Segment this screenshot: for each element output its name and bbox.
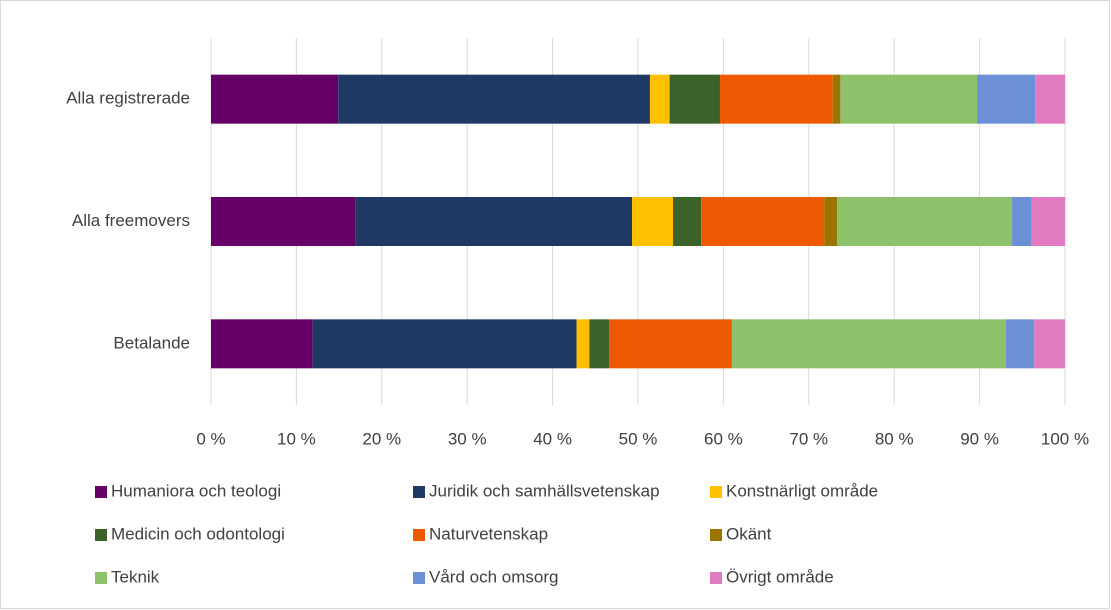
- bar-segment: [669, 74, 720, 124]
- x-tick-label: 20 %: [362, 429, 401, 448]
- x-tick-label: 0 %: [196, 429, 225, 448]
- legend-label: Humaniora och teologi: [111, 481, 281, 500]
- bar-segment: [832, 74, 841, 124]
- bar-segment: [608, 319, 732, 369]
- bar-segment: [731, 319, 1007, 369]
- legend-label: Juridik och samhällsvetenskap: [429, 481, 660, 500]
- y-tick-label: Alla freemovers: [72, 211, 190, 230]
- bar-segment: [1035, 74, 1065, 124]
- legend-swatch: [413, 572, 425, 584]
- bar-segment: [338, 74, 650, 124]
- legend-swatch: [413, 486, 425, 498]
- x-tick-label: 90 %: [960, 429, 999, 448]
- bar-segment: [701, 197, 825, 246]
- x-tick-label: 30 %: [448, 429, 487, 448]
- x-tick-label: 70 %: [789, 429, 828, 448]
- bar-segment: [719, 74, 833, 124]
- bar-segment: [977, 74, 1036, 124]
- legend-swatch: [710, 529, 722, 541]
- bar-segment: [1031, 197, 1065, 246]
- bar-segment: [312, 319, 577, 369]
- legend-label: Konstnärligt område: [726, 481, 878, 500]
- bar-segment: [1034, 319, 1065, 369]
- x-tick-label: 10 %: [277, 429, 316, 448]
- legend-label: Naturvetenskap: [429, 524, 548, 543]
- y-tick-label: Alla registrerade: [66, 89, 190, 108]
- legend-swatch: [95, 572, 107, 584]
- bar-segment: [632, 197, 674, 246]
- bar-segment: [211, 74, 339, 124]
- bar-segment: [355, 197, 633, 246]
- legend-label: Medicin och odontologi: [111, 524, 285, 543]
- bar-segment: [211, 319, 313, 369]
- legend-swatch: [710, 486, 722, 498]
- x-tick-label: 100 %: [1041, 429, 1089, 448]
- legend-swatch: [95, 486, 107, 498]
- bar-segment: [649, 74, 670, 124]
- legend-swatch: [710, 572, 722, 584]
- legend-label: Övrigt område: [726, 567, 834, 586]
- bar-segment: [211, 197, 356, 246]
- bar-segment: [824, 197, 837, 246]
- legend-label: Okänt: [726, 524, 772, 543]
- x-tick-label: 50 %: [619, 429, 658, 448]
- bar-segment: [840, 74, 978, 124]
- x-tick-label: 80 %: [875, 429, 914, 448]
- bar-segment: [1006, 319, 1035, 369]
- bar-segment: [1012, 197, 1032, 246]
- bar-segment: [589, 319, 609, 369]
- legend-label: Teknik: [111, 567, 160, 586]
- bar-segment: [673, 197, 702, 246]
- legend-swatch: [95, 529, 107, 541]
- bar-segment: [576, 319, 590, 369]
- y-tick-label: Betalande: [113, 333, 190, 352]
- x-tick-label: 40 %: [533, 429, 572, 448]
- bar-segment: [836, 197, 1013, 246]
- legend-swatch: [413, 529, 425, 541]
- x-tick-label: 60 %: [704, 429, 743, 448]
- legend-label: Vård och omsorg: [429, 567, 558, 586]
